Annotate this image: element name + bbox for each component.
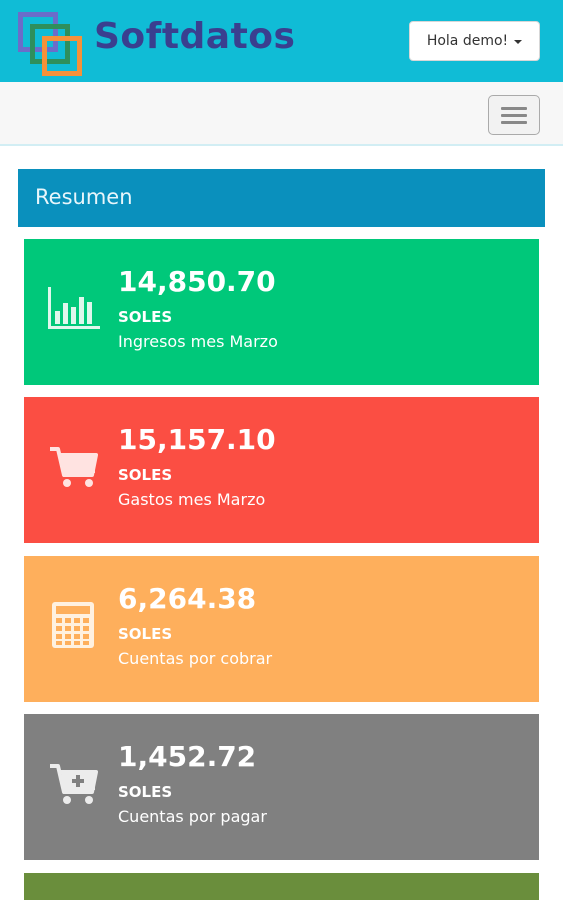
top-bar: Softdatos Hola demo! (0, 0, 563, 82)
shopping-cart-icon (50, 447, 98, 487)
expenses-card[interactable]: 15,157.10 SOLES Gastos mes Marzo (24, 397, 539, 543)
logo-squares-icon (16, 10, 88, 76)
expenses-value: 15,157.10 (118, 423, 276, 456)
payables-unit: SOLES (118, 783, 173, 801)
expenses-unit: SOLES (118, 466, 173, 484)
receivables-value: 6,264.38 (118, 582, 257, 615)
summary-title: Resumen (35, 185, 133, 209)
income-unit: SOLES (118, 308, 173, 326)
cart-plus-icon (50, 764, 98, 804)
payables-value: 1,452.72 (118, 740, 257, 773)
user-menu-label: Hola demo! (426, 33, 509, 49)
menu-toggle-button[interactable] (488, 95, 540, 135)
caret-down-icon (514, 40, 523, 44)
brand-logo[interactable]: Softdatos (16, 6, 306, 76)
income-card[interactable]: 14,850.70 SOLES Ingresos mes Marzo (24, 239, 539, 385)
summary-panel-header: Resumen (18, 169, 545, 227)
partial-summary-card[interactable] (24, 873, 539, 900)
bar-chart-icon (48, 287, 100, 329)
income-label: Ingresos mes Marzo (118, 332, 278, 351)
hamburger-icon-line (501, 113, 527, 117)
brand-name: Softdatos (94, 16, 296, 57)
nav-bar (0, 82, 563, 146)
expenses-label: Gastos mes Marzo (118, 490, 266, 509)
hamburger-icon-line (501, 120, 527, 124)
calculator-icon (52, 602, 94, 648)
receivables-label: Cuentas por cobrar (118, 649, 273, 668)
payables-card[interactable]: 1,452.72 SOLES Cuentas por pagar (24, 714, 539, 860)
receivables-card[interactable]: 6,264.38 SOLES Cuentas por cobrar (24, 556, 539, 702)
user-menu-button[interactable]: Hola demo! (409, 21, 540, 61)
payables-label: Cuentas por pagar (118, 807, 267, 826)
hamburger-icon-line (501, 106, 527, 110)
receivables-unit: SOLES (118, 625, 173, 643)
income-value: 14,850.70 (118, 265, 276, 298)
